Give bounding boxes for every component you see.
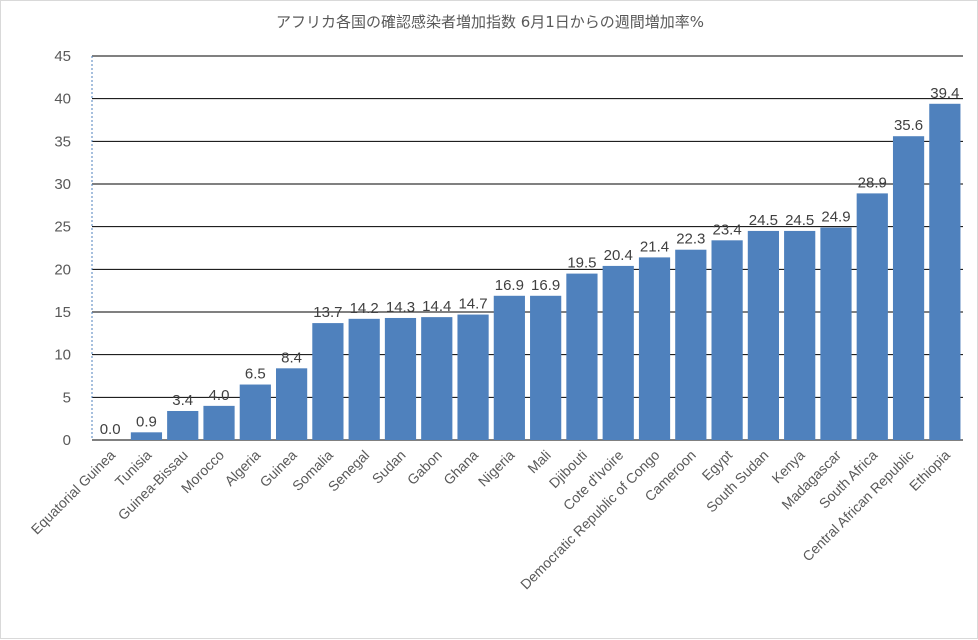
bar — [820, 227, 852, 440]
x-category-label: Mali — [524, 447, 553, 476]
x-axis-category-labels: Equatorial GuineaTunisiaGuinea-BissauMor… — [28, 447, 953, 593]
bar — [203, 405, 235, 440]
bar — [384, 317, 417, 440]
data-label: 14.4 — [422, 298, 451, 315]
gridlines — [91, 55, 963, 441]
y-tick-label: 25 — [54, 219, 71, 236]
bar — [312, 323, 344, 440]
bar — [421, 317, 453, 440]
data-label: 23.4 — [713, 221, 742, 238]
data-label: 6.5 — [245, 366, 266, 383]
y-tick-label: 0 — [63, 432, 71, 449]
bar — [457, 314, 489, 440]
bar — [784, 230, 816, 440]
x-category-label: Ghana — [440, 447, 481, 488]
x-category-label: Ethiopia — [906, 447, 953, 494]
y-tick-label: 35 — [54, 133, 71, 150]
data-label: 13.7 — [313, 304, 342, 321]
bar — [711, 240, 743, 440]
bar — [929, 103, 961, 440]
data-label: 21.4 — [640, 238, 669, 255]
bar — [275, 368, 308, 440]
data-label: 24.5 — [785, 212, 814, 229]
bar — [638, 257, 671, 440]
x-category-label: Algeria — [221, 447, 263, 489]
data-label: 28.9 — [858, 174, 887, 191]
y-tick-label: 45 — [54, 48, 71, 65]
chart-title: アフリカ各国の確認感染者増加指数 6月1日からの週間増加率% — [276, 13, 704, 31]
x-category-label: Equatorial Guinea — [28, 447, 119, 538]
y-axis-tick-labels: 0 5 10 15 20 25 30 35 40 45 — [54, 48, 71, 449]
bar — [566, 273, 598, 440]
y-tick-label: 20 — [54, 261, 71, 278]
y-tick-label: 30 — [54, 176, 71, 193]
x-category-label: Gabon — [404, 447, 445, 488]
y-tick-label: 10 — [54, 347, 71, 364]
bar — [892, 136, 925, 441]
y-tick-label: 5 — [63, 389, 71, 406]
x-category-label: Sudan — [369, 447, 409, 487]
data-label: 39.4 — [930, 85, 959, 102]
x-category-label: Nigeria — [475, 447, 518, 490]
data-label: 3.4 — [172, 392, 193, 409]
data-label: 14.2 — [350, 300, 379, 317]
bar — [493, 295, 525, 440]
data-label: 35.6 — [894, 117, 923, 134]
y-tick-label: 15 — [54, 304, 71, 321]
bar — [130, 432, 163, 440]
data-label: 16.9 — [531, 277, 560, 294]
data-label: 4.0 — [209, 387, 230, 404]
data-labels: 0.0 0.9 3.4 4.0 6.5 8.4 13.7 14.2 14.3 14.4 14.7 16… — [100, 85, 960, 438]
bars — [130, 103, 961, 441]
y-tick-label: 40 — [54, 91, 71, 108]
data-label: 16.9 — [495, 277, 524, 294]
bar — [530, 295, 562, 440]
data-label: 0.0 — [100, 421, 121, 438]
bar — [602, 265, 634, 440]
data-label: 22.3 — [676, 231, 705, 248]
bar — [348, 318, 380, 440]
data-label: 24.5 — [749, 212, 778, 229]
data-label: 8.4 — [281, 349, 302, 366]
bar — [675, 249, 707, 440]
data-label: 14.7 — [458, 296, 487, 313]
data-label: 0.9 — [136, 413, 157, 430]
bar — [747, 230, 780, 440]
data-label: 14.3 — [386, 299, 415, 316]
bar — [239, 384, 271, 440]
data-label: 24.9 — [821, 209, 850, 226]
bar — [856, 193, 888, 440]
data-label: 19.5 — [567, 255, 596, 272]
data-label: 20.4 — [604, 247, 633, 264]
bar — [167, 410, 199, 440]
